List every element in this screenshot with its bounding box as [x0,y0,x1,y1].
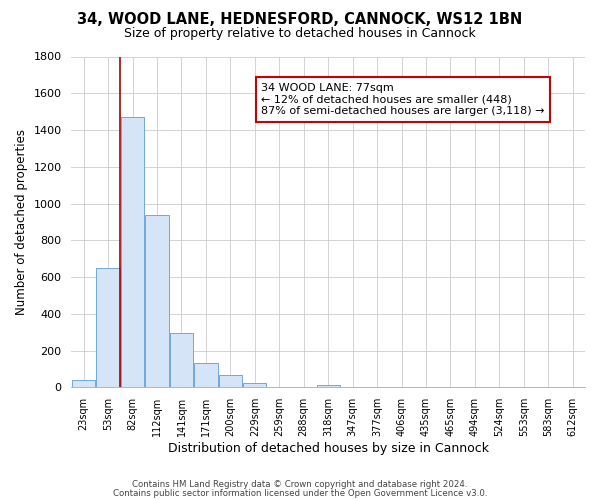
Bar [170,333,193,388]
Text: Size of property relative to detached houses in Cannock: Size of property relative to detached ho… [124,28,476,40]
Bar [97,268,120,388]
Bar [243,384,266,388]
Text: Contains public sector information licensed under the Open Government Licence v3: Contains public sector information licen… [113,489,487,498]
Bar [317,384,340,388]
Bar [145,216,169,388]
Bar [194,364,218,388]
Text: 34, WOOD LANE, HEDNESFORD, CANNOCK, WS12 1BN: 34, WOOD LANE, HEDNESFORD, CANNOCK, WS12… [77,12,523,28]
Y-axis label: Number of detached properties: Number of detached properties [15,129,28,315]
Text: Contains HM Land Registry data © Crown copyright and database right 2024.: Contains HM Land Registry data © Crown c… [132,480,468,489]
Bar [121,117,144,388]
Bar [219,376,242,388]
Bar [72,380,95,388]
X-axis label: Distribution of detached houses by size in Cannock: Distribution of detached houses by size … [168,442,489,455]
Text: 34 WOOD LANE: 77sqm
← 12% of detached houses are smaller (448)
87% of semi-detac: 34 WOOD LANE: 77sqm ← 12% of detached ho… [262,83,545,116]
